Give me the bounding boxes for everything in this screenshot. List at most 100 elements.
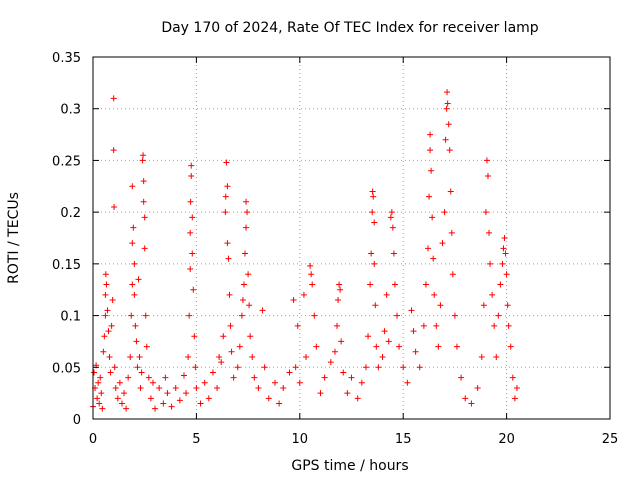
data-point xyxy=(369,209,376,216)
data-point xyxy=(428,167,435,174)
data-point xyxy=(118,400,125,407)
data-point xyxy=(458,374,465,381)
data-point xyxy=(308,271,315,278)
data-point xyxy=(502,250,509,257)
data-point xyxy=(367,281,374,288)
data-point xyxy=(453,343,460,350)
data-point xyxy=(176,397,183,404)
data-point xyxy=(109,297,116,304)
data-point xyxy=(379,353,386,360)
data-point xyxy=(191,333,198,340)
data-point xyxy=(172,384,179,391)
data-point xyxy=(500,245,507,252)
data-point xyxy=(441,209,448,216)
data-point xyxy=(331,348,338,355)
data-point xyxy=(239,297,246,304)
x-axis-label: GPS time / hours xyxy=(291,458,408,474)
data-point xyxy=(243,198,250,205)
data-point xyxy=(426,193,433,200)
data-point xyxy=(116,379,123,386)
data-point xyxy=(131,260,138,267)
data-point xyxy=(230,374,237,381)
data-point xyxy=(370,193,377,200)
data-point xyxy=(499,260,506,267)
data-point xyxy=(123,405,130,412)
data-point xyxy=(110,95,117,102)
data-point xyxy=(99,405,106,412)
data-point xyxy=(383,291,390,298)
data-point xyxy=(292,364,299,371)
data-point xyxy=(205,395,212,402)
data-point xyxy=(259,307,266,314)
data-point xyxy=(236,343,243,350)
data-point xyxy=(280,384,287,391)
data-point xyxy=(220,333,227,340)
data-point xyxy=(425,245,432,252)
data-point xyxy=(101,333,108,340)
data-point xyxy=(218,359,225,366)
data-point xyxy=(443,105,450,112)
data-point xyxy=(334,322,341,329)
data-point xyxy=(313,343,320,350)
data-point xyxy=(222,209,229,216)
data-point xyxy=(244,209,251,216)
data-point xyxy=(389,224,396,231)
data-point xyxy=(451,312,458,319)
data-point xyxy=(303,353,310,360)
data-point xyxy=(241,250,248,257)
data-point xyxy=(507,343,514,350)
data-point xyxy=(261,364,268,371)
data-point xyxy=(156,384,163,391)
data-points xyxy=(90,89,520,412)
data-point xyxy=(442,136,449,143)
data-point xyxy=(246,302,253,309)
data-point xyxy=(110,147,117,154)
data-point xyxy=(369,188,376,195)
grid-lines xyxy=(93,57,610,419)
data-point xyxy=(493,353,500,360)
data-point xyxy=(491,322,498,329)
x-tick-label: 10 xyxy=(292,432,309,447)
data-point xyxy=(240,281,247,288)
data-point xyxy=(183,390,190,397)
data-point xyxy=(100,348,107,355)
data-point xyxy=(145,374,152,381)
data-point xyxy=(104,307,111,314)
data-point xyxy=(98,390,105,397)
data-point xyxy=(474,384,481,391)
data-point xyxy=(375,364,382,371)
data-point xyxy=(427,131,434,138)
data-point xyxy=(340,369,347,376)
data-point xyxy=(127,353,134,360)
data-point xyxy=(247,333,254,340)
data-point xyxy=(420,322,427,329)
data-point xyxy=(446,147,453,154)
data-point xyxy=(130,224,137,231)
data-point xyxy=(327,359,334,366)
data-point xyxy=(290,297,297,304)
data-point xyxy=(427,147,434,154)
data-point xyxy=(147,395,154,402)
data-point xyxy=(336,281,343,288)
data-point xyxy=(509,374,516,381)
data-point xyxy=(396,343,403,350)
data-point xyxy=(358,379,365,386)
data-point xyxy=(294,322,301,329)
data-point xyxy=(400,364,407,371)
y-tick-label: 0.1 xyxy=(60,310,81,325)
data-point xyxy=(222,193,229,200)
data-point xyxy=(238,312,245,319)
data-point xyxy=(180,372,187,379)
data-point xyxy=(226,291,233,298)
data-point xyxy=(141,214,148,221)
data-point xyxy=(511,395,518,402)
data-point xyxy=(501,235,508,241)
data-point xyxy=(249,353,256,360)
data-point xyxy=(381,328,388,335)
data-point xyxy=(96,400,103,407)
plot-frame xyxy=(92,56,611,420)
data-point xyxy=(483,157,490,164)
data-point xyxy=(129,281,136,288)
data-point xyxy=(188,172,195,179)
